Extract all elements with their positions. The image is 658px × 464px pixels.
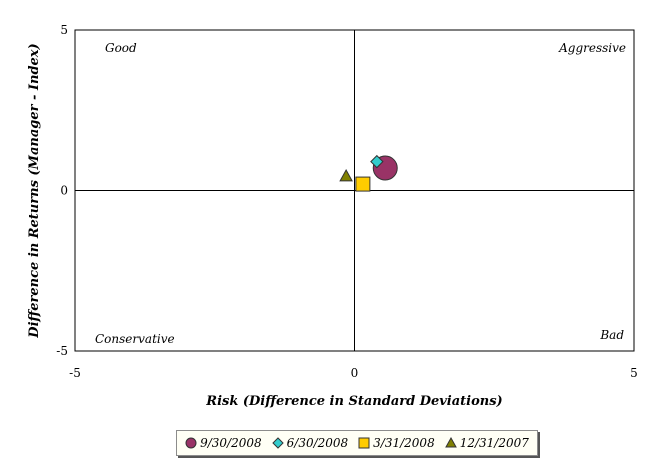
- x-axis-title: Risk (Difference in Standard Deviations): [205, 394, 502, 409]
- quadrant-label-bad: Bad: [599, 328, 624, 342]
- legend-marker-circle: [185, 437, 197, 449]
- y-axis-title: Difference in Returns (Manager - Index): [27, 43, 42, 338]
- x-tick-label: -5: [69, 366, 81, 380]
- legend-item: 12/31/2007: [444, 436, 529, 450]
- scatter-chart: -5 0 5 5 0 -5 Risk (Difference in Standard Dev…: [27, 23, 638, 409]
- data-point-triangle: [339, 169, 353, 182]
- quadrant-label-good: Good: [105, 41, 137, 55]
- legend-diamond-icon: [271, 437, 284, 449]
- chart-legend: 9/30/2008 6/30/2008 3/31/2008 12/31/2007: [176, 430, 538, 456]
- legend-label: 12/31/2007: [459, 436, 529, 450]
- x-tick-label: 0: [351, 366, 359, 380]
- legend-label: 6/30/2008: [286, 436, 349, 450]
- y-tick-label: 0: [60, 184, 68, 198]
- legend-square-icon: [358, 437, 370, 449]
- legend-circle-icon: [185, 437, 197, 449]
- data-point-diamond: [370, 154, 384, 169]
- legend-marker-triangle: [444, 437, 457, 448]
- y-tick-label: 5: [60, 23, 68, 37]
- legend-marker-diamond: [271, 437, 284, 449]
- y-tick-label: -5: [56, 344, 68, 358]
- legend-label: 9/30/2008: [200, 436, 262, 450]
- data-point-square: [355, 176, 371, 192]
- legend-triangle-icon: [444, 437, 457, 448]
- legend-label: 3/31/2008: [373, 436, 435, 450]
- legend-marker-square: [358, 437, 370, 449]
- quadrant-label-conservative: Conservative: [95, 332, 175, 346]
- legend-item: 9/30/2008: [185, 436, 262, 450]
- legend-item: 3/31/2008: [358, 436, 435, 450]
- legend-item: 6/30/2008: [271, 436, 349, 450]
- x-tick-label: 5: [630, 366, 638, 380]
- quadrant-label-aggressive: Aggressive: [558, 41, 626, 55]
